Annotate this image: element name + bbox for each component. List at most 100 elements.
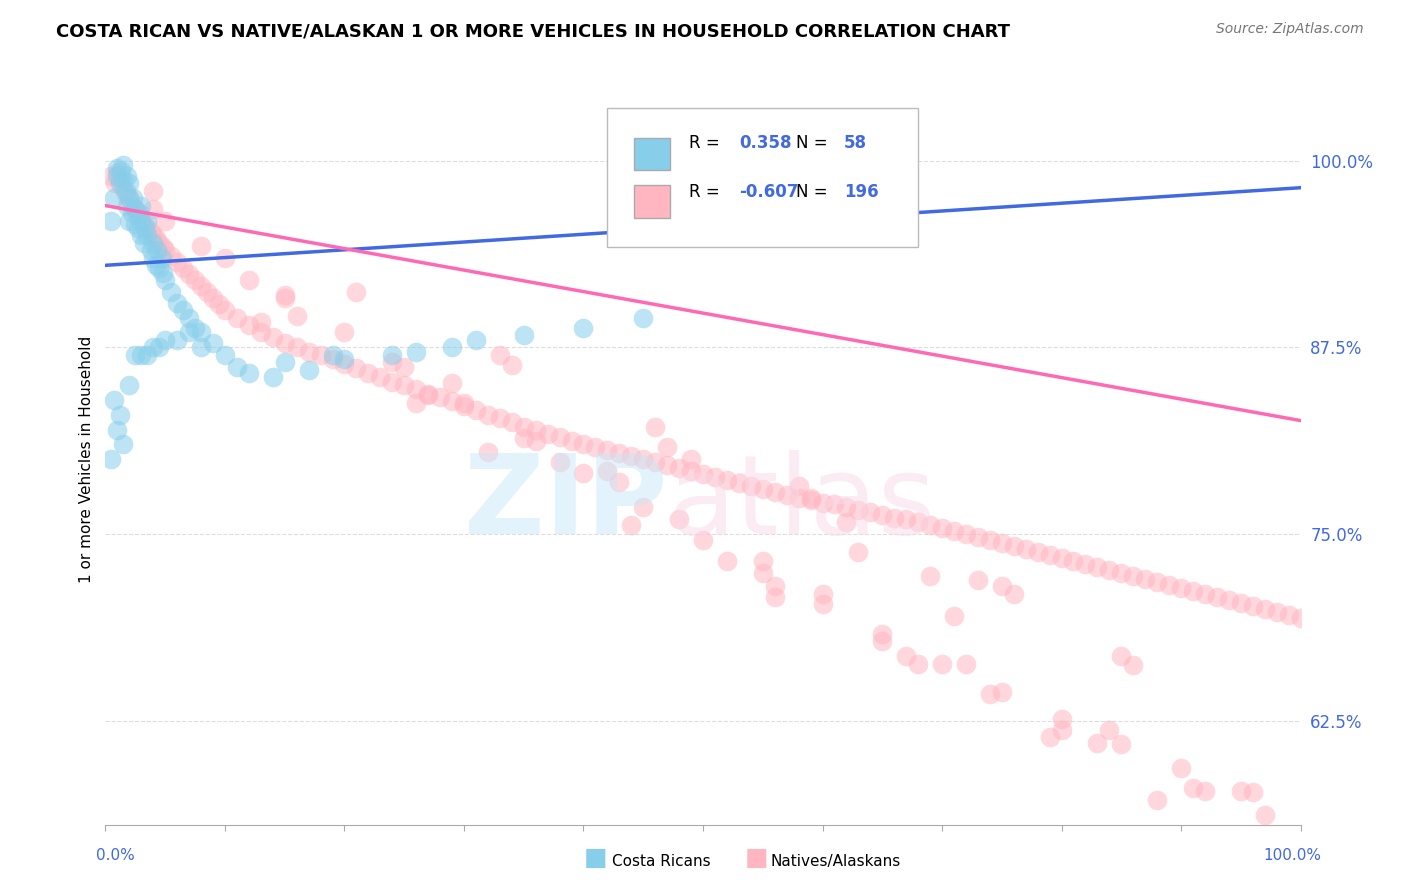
Point (572, 437, 595, 451)
Point (153, 213, 177, 227)
Point (1133, 572, 1156, 586)
Point (1026, 545, 1049, 559)
Point (129, 213, 153, 227)
Point (1098, 563, 1121, 577)
Point (110, 164, 132, 178)
Point (740, 479, 762, 493)
FancyBboxPatch shape (634, 137, 669, 170)
Text: Source: ZipAtlas.com: Source: ZipAtlas.com (1216, 22, 1364, 37)
Point (166, 333, 188, 347)
Y-axis label: 1 or more Vehicles in Household: 1 or more Vehicles in Household (79, 335, 94, 583)
Point (142, 228, 165, 243)
Point (704, 470, 727, 484)
Point (321, 352, 344, 367)
Point (368, 370, 391, 384)
Point (273, 291, 295, 305)
Point (129, 213, 153, 227)
Point (477, 445, 499, 459)
Point (920, 518, 942, 533)
Point (967, 574, 990, 588)
Point (190, 340, 212, 354)
Point (846, 545, 869, 559)
Text: ■: ■ (583, 846, 607, 870)
Point (150, 251, 173, 265)
Point (124, 202, 146, 216)
Point (763, 590, 786, 604)
Text: Natives/Alaskans: Natives/Alaskans (770, 854, 901, 869)
Point (1159, 578, 1181, 592)
Point (990, 536, 1012, 550)
Point (184, 321, 207, 335)
Point (418, 386, 440, 401)
Point (872, 508, 894, 522)
Point (633, 452, 655, 467)
Point (633, 310, 655, 325)
Point (846, 503, 869, 517)
Point (513, 432, 536, 446)
Text: 0.358: 0.358 (740, 134, 792, 152)
Text: ■: ■ (745, 846, 769, 870)
Point (536, 427, 558, 442)
Point (1289, 610, 1312, 624)
Point (129, 199, 153, 213)
Point (127, 221, 149, 235)
Point (501, 359, 523, 373)
Point (513, 328, 536, 343)
Point (464, 333, 488, 347)
Point (1229, 596, 1251, 610)
Point (381, 355, 404, 369)
Point (107, 161, 129, 176)
Point (607, 446, 630, 460)
Point (524, 434, 547, 449)
Point (1241, 785, 1264, 799)
Point (990, 579, 1012, 593)
Point (134, 221, 156, 235)
Point (751, 566, 773, 580)
Text: 58: 58 (844, 134, 868, 152)
Point (596, 464, 619, 478)
Point (392, 377, 416, 392)
Point (115, 169, 138, 183)
Point (1038, 730, 1062, 744)
Point (1146, 793, 1168, 807)
Point (139, 244, 162, 258)
Point (440, 340, 463, 354)
Point (107, 423, 129, 437)
Point (108, 171, 131, 186)
Point (405, 382, 427, 396)
Point (132, 235, 155, 250)
Point (955, 527, 977, 541)
Point (429, 390, 451, 404)
Point (1194, 587, 1216, 601)
FancyBboxPatch shape (607, 108, 918, 247)
Point (1265, 605, 1288, 619)
Point (127, 209, 149, 223)
Point (238, 366, 260, 380)
Point (716, 554, 738, 568)
Point (121, 206, 143, 220)
Point (1085, 559, 1108, 574)
Point (145, 231, 167, 245)
Point (1050, 723, 1073, 737)
Text: Costa Ricans: Costa Ricans (612, 854, 710, 869)
Point (1014, 541, 1036, 556)
Point (298, 345, 321, 359)
Point (208, 297, 231, 311)
Point (440, 394, 463, 409)
Point (112, 173, 135, 187)
Point (1170, 581, 1192, 595)
Point (907, 657, 929, 671)
Point (107, 169, 129, 183)
Point (1050, 712, 1073, 726)
Point (103, 191, 125, 205)
Point (273, 335, 295, 350)
Point (1002, 587, 1025, 601)
Point (381, 375, 404, 389)
Point (1050, 550, 1073, 565)
Point (1181, 583, 1204, 598)
Point (405, 345, 427, 359)
Point (418, 388, 440, 402)
Point (152, 240, 174, 254)
Point (100, 452, 122, 467)
Point (405, 395, 427, 409)
